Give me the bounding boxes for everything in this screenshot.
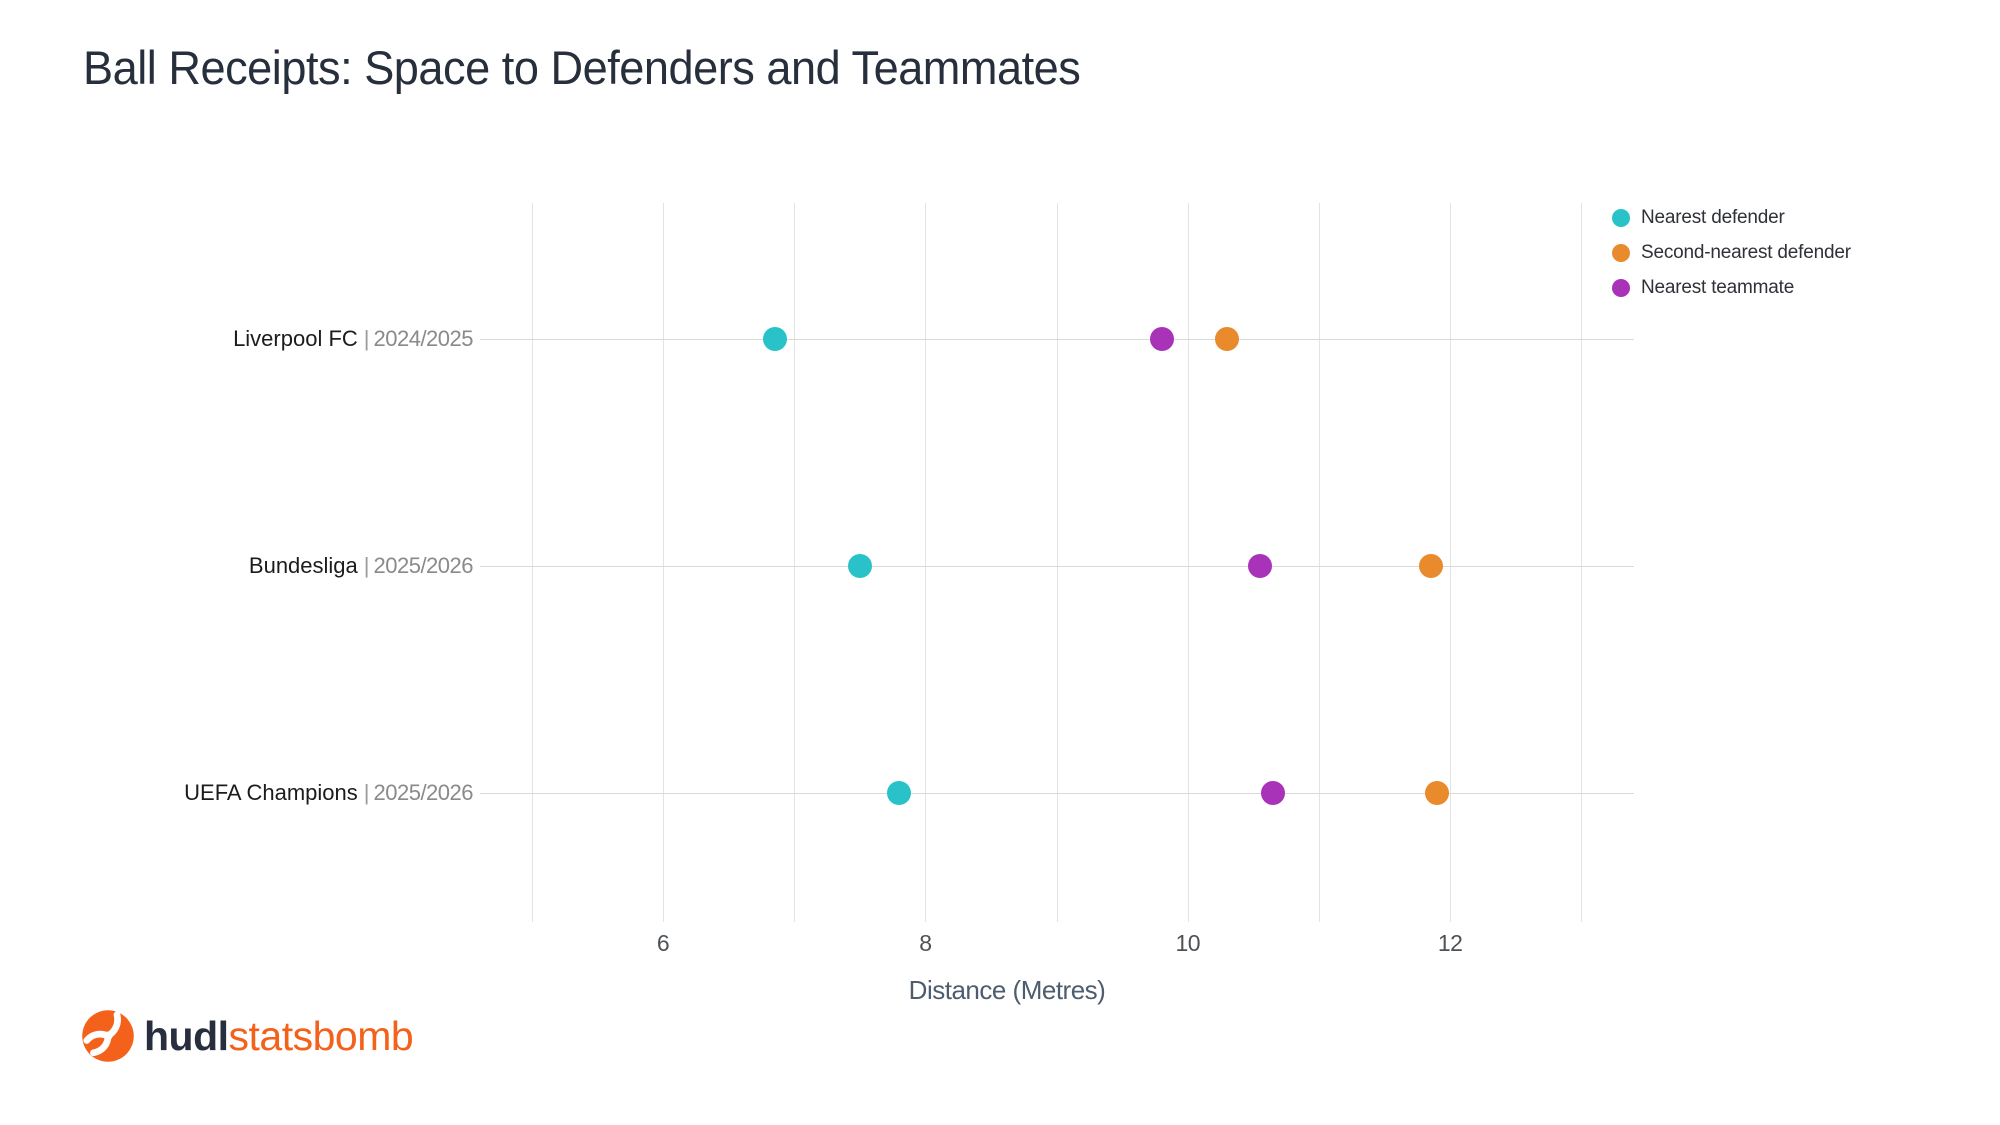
data-point (1149, 327, 1174, 351)
logo-hudl-text: hudl (144, 1012, 229, 1059)
data-point (1247, 554, 1272, 578)
category-row-line (480, 339, 1634, 340)
data-point (847, 554, 872, 578)
category-team: Liverpool FC (233, 326, 358, 351)
legend: Nearest defender Second-nearest defender N… (1612, 200, 1851, 305)
legend-swatch-icon (1612, 208, 1630, 227)
vertical-gridline (531, 203, 533, 922)
legend-label: Nearest teammate (1641, 276, 1795, 298)
data-point (1261, 781, 1286, 805)
vertical-gridline (1581, 203, 1583, 922)
vertical-gridline (1450, 203, 1452, 922)
data-point (1215, 327, 1240, 351)
category-season: 2025/2026 (373, 553, 474, 578)
legend-item: Second-nearest defender (1612, 235, 1851, 270)
vertical-gridline (794, 203, 796, 922)
category-team: UEFA Champions (184, 780, 358, 805)
data-point (1418, 554, 1443, 578)
category-team: Bundesliga (248, 553, 358, 578)
y-axis-label: UEFA Champions | 2025/2026 (184, 780, 473, 806)
legend-label: Second-nearest defender (1641, 241, 1851, 263)
y-axis-label: Liverpool FC | 2024/2025 (233, 326, 473, 352)
y-axis-label: Bundesliga | 2025/2026 (248, 553, 474, 579)
legend-swatch-icon (1612, 278, 1630, 297)
legend-item: Nearest defender (1612, 200, 1851, 235)
category-separator: | (363, 780, 370, 805)
data-point (762, 327, 787, 351)
category-row-line (480, 566, 1634, 567)
legend-label: Nearest defender (1641, 206, 1785, 228)
vertical-gridline (1319, 203, 1320, 922)
category-separator: | (363, 326, 370, 351)
hudl-statsbomb-logo: hudlstatsbomb (80, 1008, 414, 1064)
x-tick-label: 12 (1437, 930, 1463, 956)
vertical-gridline (663, 203, 664, 922)
category-season: 2025/2026 (373, 780, 474, 805)
category-row-line (480, 793, 1634, 794)
logo-statsbomb-text: statsbomb (228, 1012, 414, 1059)
category-separator: | (363, 553, 370, 578)
logo-wordmark: hudlstatsbomb (144, 1012, 414, 1060)
vertical-gridline (1187, 203, 1189, 922)
x-tick-label: 6 (656, 930, 670, 956)
data-point (1425, 781, 1450, 805)
vertical-gridline (925, 203, 927, 922)
legend-item: Nearest teammate (1612, 270, 1851, 305)
vertical-gridline (1056, 203, 1058, 922)
x-axis-title: Distance (Metres) (908, 975, 1106, 1005)
legend-swatch-icon (1612, 243, 1630, 262)
data-point (887, 781, 912, 805)
x-tick-label: 8 (919, 930, 932, 956)
chart-title: Ball Receipts: Space to Defenders and Te… (83, 41, 1081, 94)
category-season: 2024/2025 (373, 326, 474, 351)
hudl-swirl-icon (82, 1010, 134, 1062)
x-tick-label: 10 (1175, 930, 1201, 956)
